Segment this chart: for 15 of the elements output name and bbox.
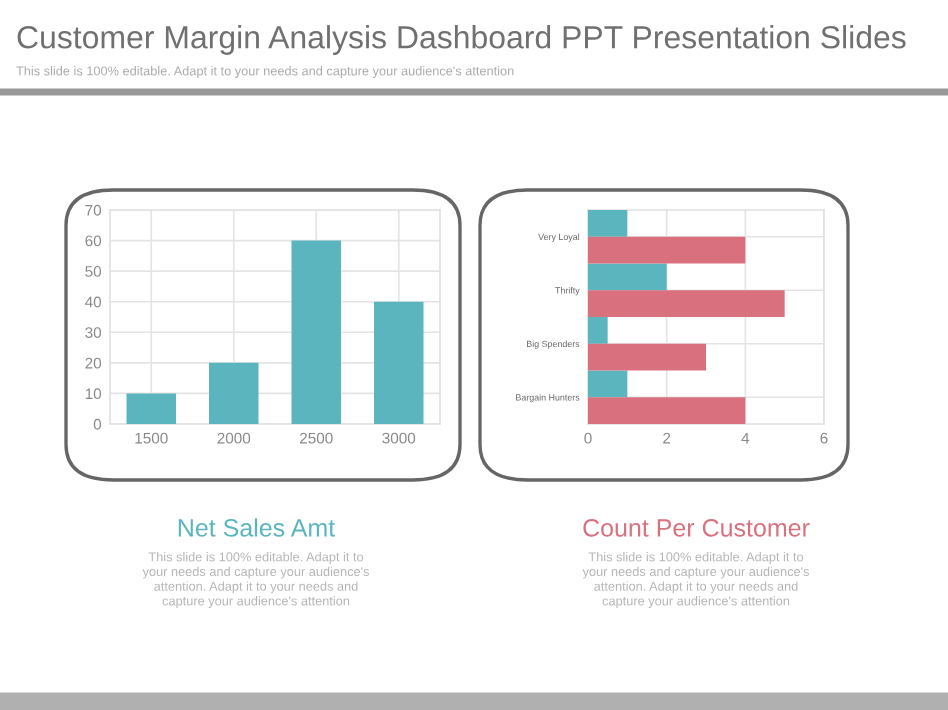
text: Customer Margin Analysis Dashboard PPT Presentation Slides <box>17 25 906 55</box>
text: Net Sales Amt <box>178 518 336 537</box>
bar <box>588 263 667 291</box>
bar <box>588 370 628 398</box>
bar <box>209 362 259 424</box>
text: Count Per Customer <box>583 519 810 537</box>
bar <box>291 240 341 424</box>
bar <box>588 210 628 237</box>
bar <box>588 397 746 424</box>
bar <box>374 301 424 424</box>
bar <box>588 236 746 264</box>
bar <box>126 393 176 424</box>
bar <box>588 343 706 371</box>
bar <box>588 290 785 317</box>
bar <box>588 317 608 344</box>
